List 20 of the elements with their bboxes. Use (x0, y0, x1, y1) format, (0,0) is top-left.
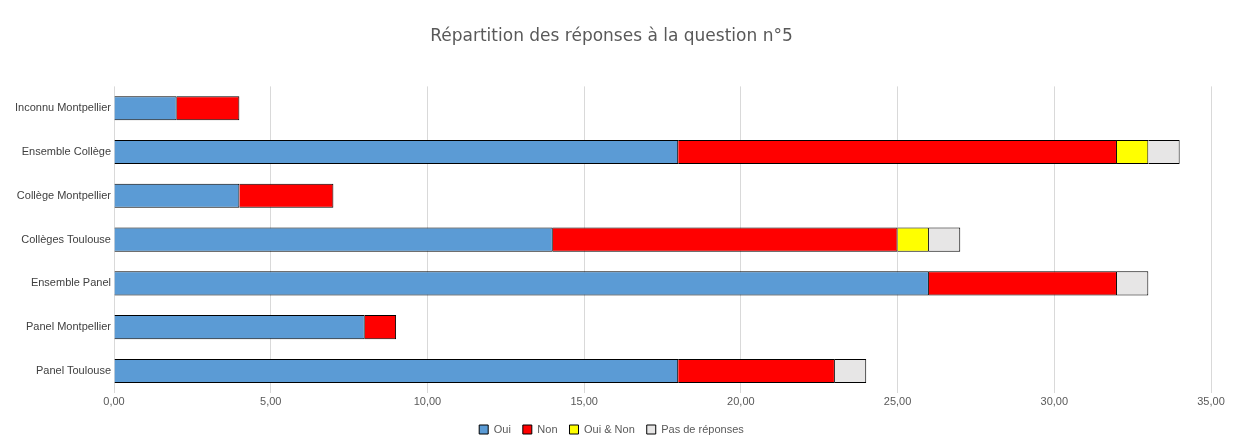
y-tick-label: Ensemble Collège (21, 145, 111, 158)
x-tick-label: 15,00 (570, 395, 598, 408)
y-tick-label: Inconnu Montpellier (14, 101, 112, 114)
legend-label: Non (537, 422, 558, 435)
legend-label: Oui & Non (584, 422, 635, 435)
y-tick-label: Panel Montpellier (26, 320, 112, 333)
y-tick-label: Collèges Toulouse (21, 232, 111, 245)
y-tick-label: Collège Montpellier (16, 188, 112, 201)
x-tick-label: 10,00 (413, 395, 442, 408)
x-tick-label: 20,00 (727, 395, 755, 408)
legend-label: Pas de réponses (661, 422, 745, 435)
x-tick-label: 30,00 (1040, 395, 1069, 408)
legend-label: Oui (493, 422, 511, 435)
chart-title: Répartition des réponses à la question n°5 (430, 24, 793, 45)
x-tick-label: 35,00 (1197, 395, 1225, 408)
x-tick-label: 5,00 (260, 395, 282, 408)
x-tick-label: 0,00 (103, 395, 125, 408)
y-tick-label: Panel Toulouse (35, 363, 111, 376)
x-tick-label: 25,00 (883, 395, 912, 408)
y-tick-label: Ensemble Panel (30, 276, 111, 289)
